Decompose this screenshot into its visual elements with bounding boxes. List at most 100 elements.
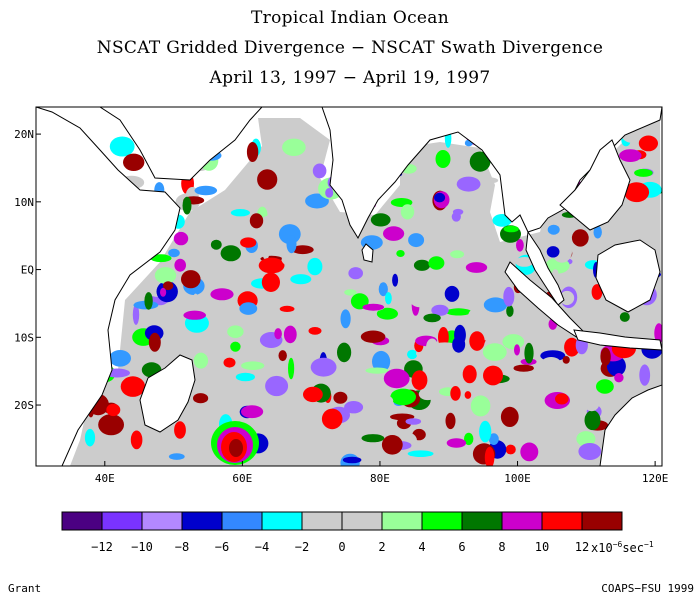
field-patch (309, 275, 333, 284)
field-patch (479, 177, 499, 184)
field-patch (201, 331, 214, 349)
colorbar-label: −10 (131, 540, 153, 554)
field-patch (337, 342, 352, 363)
field-patch (586, 367, 600, 376)
title-region: Tropical Indian Ocean (251, 8, 449, 28)
island-sri-lanka (361, 243, 374, 263)
field-patch (464, 391, 472, 399)
colorbar-label: −12 (91, 540, 113, 554)
field-patch (551, 241, 573, 263)
field-patch (503, 225, 519, 233)
colorbar (61, 511, 623, 531)
field-patch (194, 185, 218, 196)
field-patch (383, 226, 405, 241)
colorbar-label: −2 (294, 540, 310, 554)
colorbar-swatch (581, 511, 623, 531)
credit-organization: COAPS−FSU 1999 (601, 582, 694, 595)
lon-tick-label: 80E (370, 472, 390, 485)
field-patch (265, 375, 289, 397)
field-patch (240, 237, 257, 248)
field-patch (639, 364, 651, 386)
colorbar-swatch (461, 511, 503, 531)
field-patch (408, 233, 425, 248)
field-patch (418, 388, 437, 401)
colorbar-swatch (301, 511, 343, 531)
field-patch (524, 342, 534, 364)
field-patch (440, 267, 464, 274)
field-patch (469, 331, 485, 351)
field-patch (210, 288, 234, 301)
colorbar-label: −4 (254, 540, 270, 554)
field-patch (287, 289, 311, 301)
field-patch (405, 418, 422, 425)
landmasses (36, 107, 662, 466)
unit-prefix: x10 (591, 541, 613, 555)
field-patch (383, 368, 410, 389)
field-patch (593, 225, 602, 239)
field-patch (498, 426, 508, 434)
field-patch (513, 364, 534, 372)
field-patch (438, 327, 449, 348)
unit-exponent-2: −1 (644, 540, 654, 549)
field-patch (564, 337, 580, 357)
field-patch (411, 370, 428, 390)
colorbar-label: 12 (574, 540, 590, 554)
field-patch (392, 273, 399, 287)
field-patch (487, 269, 510, 286)
field-patch (502, 334, 525, 350)
field-patch (274, 328, 282, 340)
field-patch (148, 332, 161, 352)
field-patch (505, 444, 516, 455)
lat-tick-label: 20N (14, 128, 34, 141)
field-patch (452, 336, 466, 353)
field-patch (483, 365, 503, 386)
coast-arabia (99, 107, 263, 181)
colorbar-swatch (381, 511, 423, 531)
field-patch (344, 289, 357, 296)
field-patch (468, 308, 487, 324)
field-patch (559, 290, 575, 306)
field-patch (182, 196, 192, 215)
field-patch (241, 405, 264, 419)
field-patch (506, 305, 514, 317)
field-patch (84, 428, 96, 447)
field-patch (109, 350, 131, 367)
field-patch (456, 176, 481, 192)
colorbar-label: −6 (214, 540, 230, 554)
field-patch (281, 254, 292, 265)
field-patch (450, 250, 465, 259)
field-patch (321, 408, 343, 430)
field-patch (390, 413, 415, 421)
field-patch (500, 406, 519, 427)
field-patch (183, 310, 206, 320)
field-patch (428, 256, 445, 270)
field-patch (154, 267, 177, 284)
field-patch (286, 235, 297, 254)
lat-tick-label: 20S (14, 399, 34, 412)
field-patch (307, 257, 323, 276)
field-patch (619, 312, 630, 322)
positive-anomaly-peak (229, 439, 243, 457)
field-patch (479, 420, 492, 443)
field-patch (576, 431, 596, 447)
field-patch (503, 286, 515, 307)
field-patch (426, 338, 439, 356)
field-patch (120, 376, 146, 397)
field-patch (396, 250, 405, 257)
field-patch (434, 192, 446, 203)
field-patch (372, 350, 391, 373)
colorbar-swatch (501, 511, 543, 531)
colorbar-label: 4 (418, 540, 426, 554)
field-patch (445, 308, 472, 316)
colorbar-swatch (221, 511, 263, 531)
field-patch (614, 373, 624, 383)
field-patch (174, 421, 186, 439)
field-patch (488, 433, 499, 445)
field-patch (431, 304, 449, 316)
field-patch (370, 213, 391, 227)
field-patch (223, 357, 236, 368)
field-patch (385, 292, 392, 305)
field-patch (444, 285, 460, 302)
field-patch (469, 151, 491, 172)
island-java (573, 329, 662, 351)
